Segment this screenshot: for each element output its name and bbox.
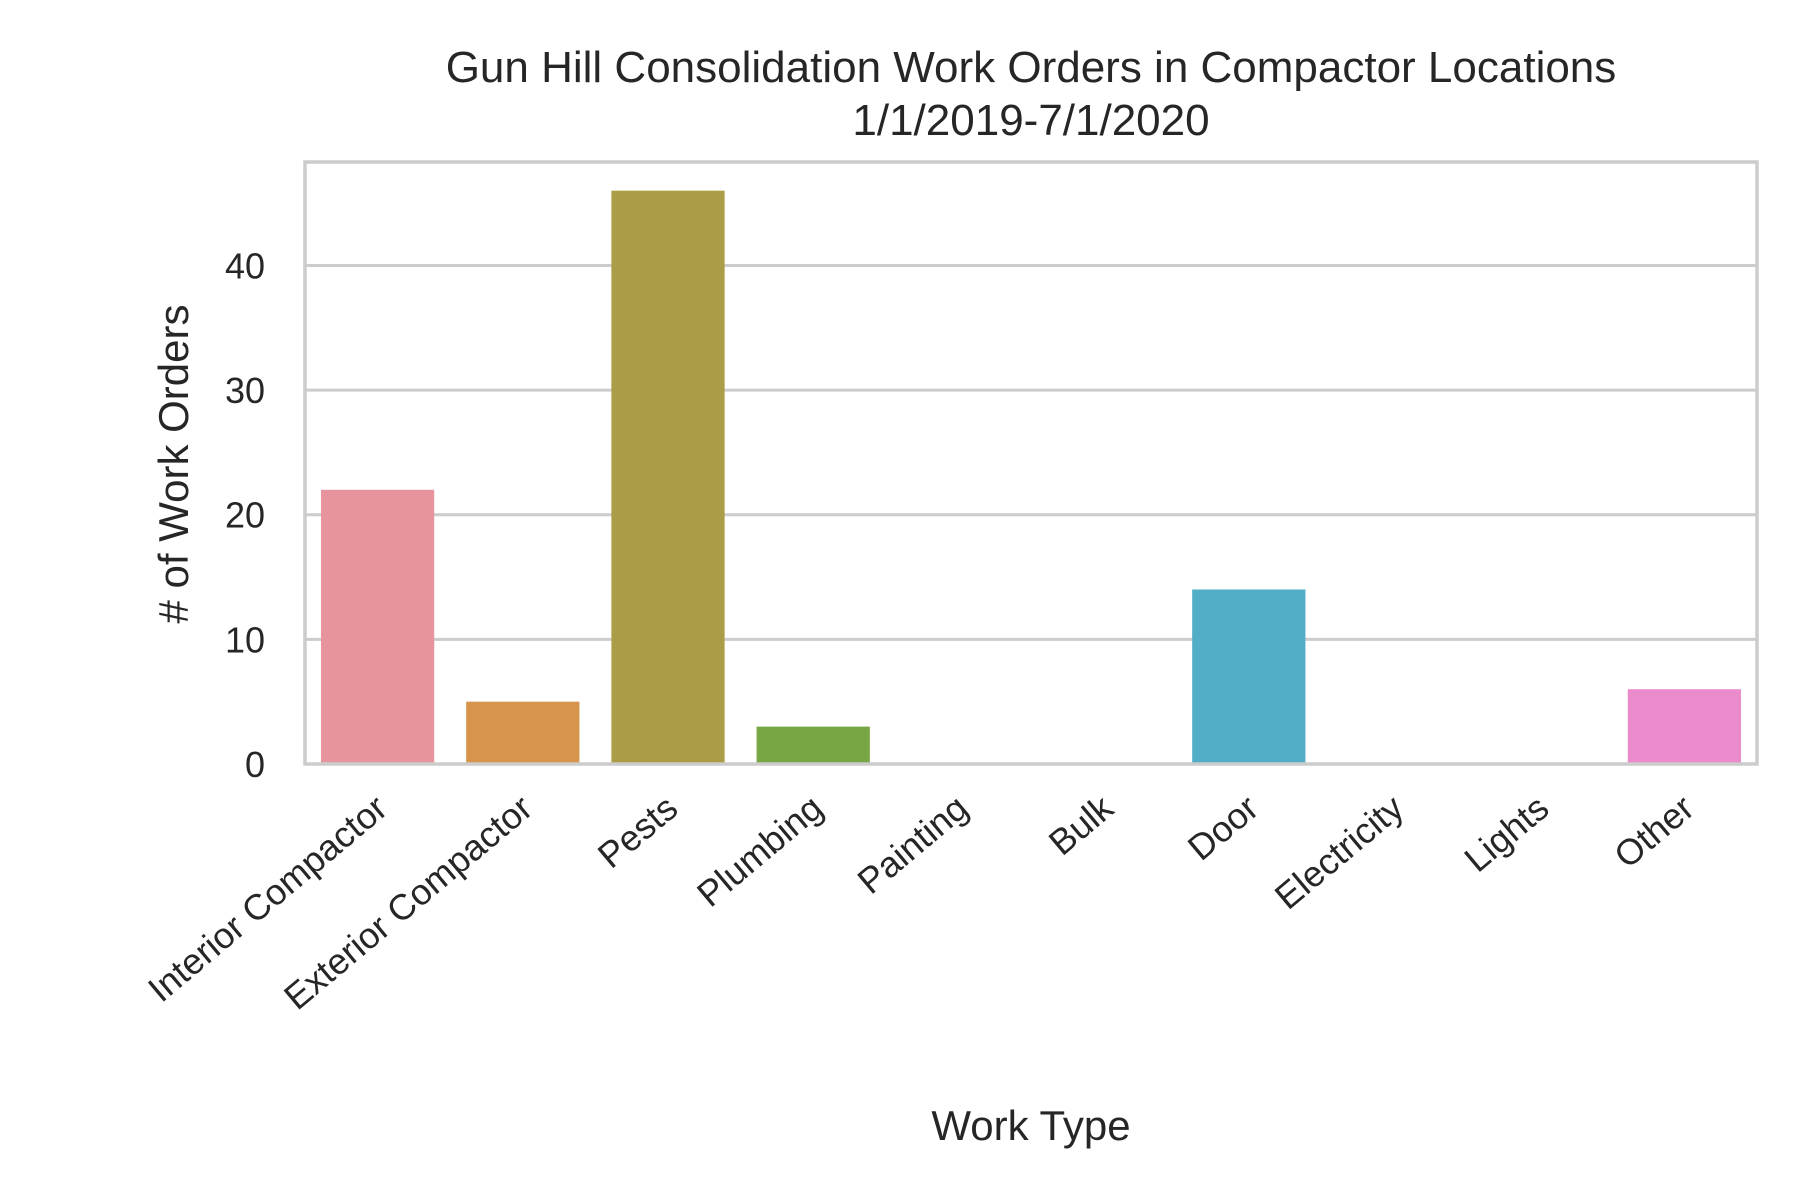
x-tick-label: Electricity [1267, 787, 1411, 917]
x-tick-label: Pests [590, 787, 685, 876]
y-axis-label: # of Work Orders [150, 305, 197, 624]
y-tick-label: 10 [225, 619, 265, 660]
chart-subtitle: 1/1/2019-7/1/2020 [852, 96, 1209, 145]
x-tick-label: Plumbing [689, 787, 830, 915]
y-tick-label: 20 [225, 495, 265, 536]
x-tick-label: Interior Compactor [140, 787, 395, 1010]
x-tick-label: Bulk [1041, 786, 1122, 863]
bar-interior-compactor [320, 489, 435, 764]
y-tick-label: 40 [225, 245, 265, 286]
bar-door [1192, 589, 1306, 764]
x-tick-label: Lights [1456, 787, 1556, 880]
x-tick-label: Other [1606, 787, 1701, 876]
bar-exterior-compactor [466, 701, 580, 764]
x-tick-label: Painting [850, 787, 976, 902]
y-tick-label: 30 [225, 370, 265, 411]
y-tick-labels: 0 10 20 30 40 [225, 245, 265, 785]
x-axis-label: Work Type [931, 1102, 1130, 1149]
plot-frame [303, 160, 1759, 766]
y-tick-label: 0 [245, 744, 265, 785]
bars [320, 190, 1742, 764]
bar-plumbing [756, 726, 870, 764]
bar-pests [611, 190, 725, 764]
bar-other [1627, 689, 1742, 764]
x-tick-label: Door [1180, 787, 1266, 869]
x-tick-label: Exterior Compactor [276, 787, 540, 1018]
chart-title: Gun Hill Consolidation Work Orders in Co… [446, 43, 1617, 92]
y-gridlines [305, 263, 1757, 766]
